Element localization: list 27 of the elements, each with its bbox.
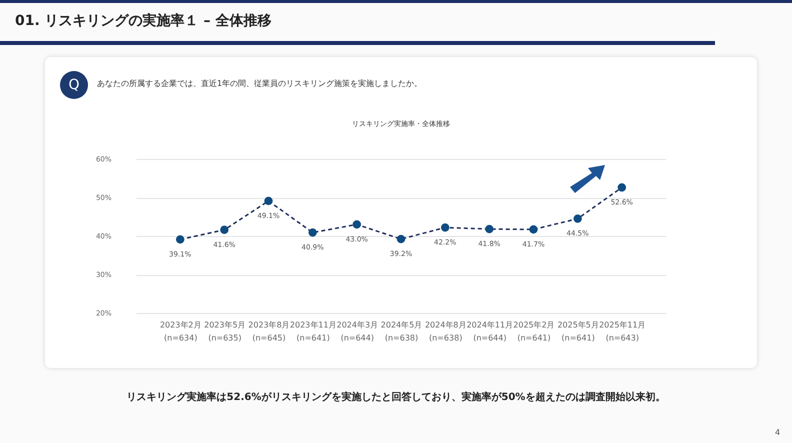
chart-title: 01. リスキリングの実施率１ – 全体推移 <box>15 12 272 30</box>
x-tick-label: 2025年5月 (n=641) <box>557 320 599 342</box>
point <box>485 224 494 234</box>
point <box>264 196 273 206</box>
point <box>396 234 406 244</box>
point <box>573 214 582 223</box>
point <box>440 223 450 232</box>
text: あなたの所属する企業では、直近1年の間、従業員のリスキリング施策を実施しましたか。 <box>97 78 422 89</box>
x-tick-label: 2023年5月 (n=635) <box>204 320 246 342</box>
point <box>529 225 538 234</box>
point <box>176 235 184 244</box>
x-tick-label: 2023年11月 (n=641) <box>290 320 336 342</box>
point <box>618 183 626 192</box>
text: Q <box>60 71 88 99</box>
point <box>220 226 229 234</box>
x-tick-label: 2024年3月 (n=644) <box>336 320 378 342</box>
x-tick-label: 2024年8月 (n=638) <box>424 320 466 342</box>
point <box>352 220 362 229</box>
x-tick-label: 2024年5月 (n=638) <box>380 320 422 342</box>
x-tick-label: 2025年2月 (n=641) <box>513 320 555 342</box>
x-tick-label: 2025年11月 (n=643) <box>599 320 646 342</box>
text: 4 <box>775 428 780 437</box>
point <box>308 228 317 237</box>
text: リスキリング実施率は52.6%がリスキリングを実施したと回答しており、実施率が50%を超えたのは調査開始以来初。 <box>126 390 666 404</box>
x-tick-label: 2023年8月 (n=645) <box>248 320 290 342</box>
x-tick-label: 2023年2月 (n=634) <box>160 320 202 342</box>
x-tick-label: 2024年11月 (n=644) <box>466 320 514 342</box>
